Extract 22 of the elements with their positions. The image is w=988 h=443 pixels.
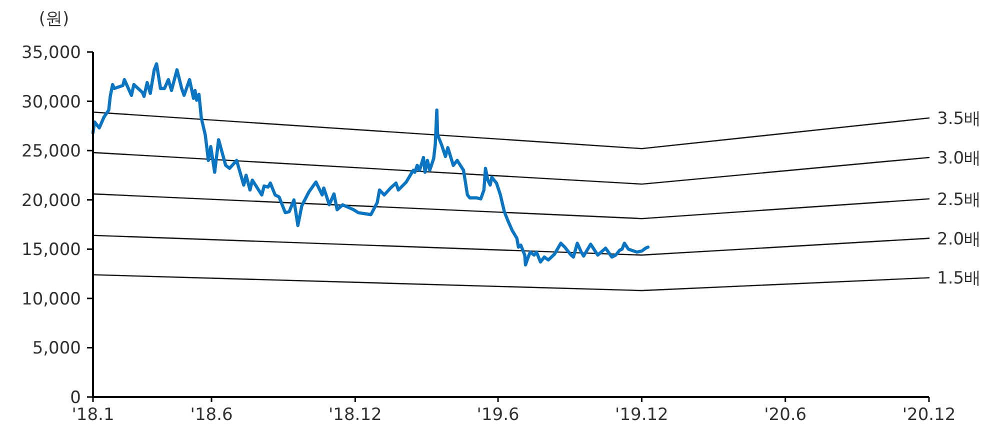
y-tick-label: 0 [70,388,81,408]
series-label: 2.0배 [937,229,982,250]
y-tick-label: 30,000 [22,92,81,112]
y-tick-label: 5,000 [32,338,81,359]
x-tick-label: '18.6 [190,405,233,425]
x-tick-label: '20.6 [764,405,807,425]
y-tick-label: 35,000 [22,43,81,63]
x-tick-label: '19.6 [476,405,520,425]
x-tick-label: '18.1 [72,405,114,425]
series-label: 3.5배 [937,109,982,130]
y-tick-label: 25,000 [22,142,81,162]
series-label: 1.5배 [937,268,982,289]
line-series [91,62,650,267]
y-tick-label: 15,000 [22,240,81,260]
series-label: 3.0배 [937,148,982,168]
y-tick-label: 20,000 [22,190,81,211]
y-tick-label: 10,000 [22,289,81,310]
x-tick-label: '18.12 [328,405,382,425]
y-axis-title: (원) [38,9,70,29]
series-label: 2.5배 [937,190,982,210]
x-tick-label: '19.12 [615,405,668,425]
x-tick-label: '20.12 [902,405,956,425]
